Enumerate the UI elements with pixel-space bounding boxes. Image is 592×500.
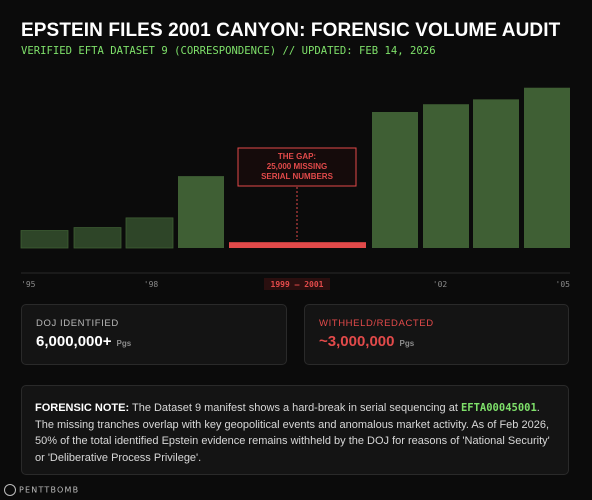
bar-7 xyxy=(473,99,519,248)
logo-mark-icon xyxy=(4,484,16,496)
gap-bar xyxy=(229,242,366,248)
forensic-note-text-1: The Dataset 9 manifest shows a hard-brea… xyxy=(129,402,461,414)
doj-identified-number: 6,000,000+ xyxy=(36,333,112,350)
doj-identified-unit: Pgs xyxy=(116,339,132,348)
bar-2 xyxy=(125,217,174,249)
forensic-note: FORENSIC NOTE: The Dataset 9 manifest sh… xyxy=(21,385,569,475)
bar-3 xyxy=(178,176,224,248)
bar-5 xyxy=(372,112,418,248)
brand-logo: PENTTBOMB xyxy=(4,484,79,496)
page-subtitle: VERIFIED EFTA DATASET 9 (CORRESPONDENCE)… xyxy=(21,45,436,57)
doj-identified-card: DOJ IDENTIFIED 6,000,000+ Pgs xyxy=(21,304,287,365)
withheld-label: WITHHELD/REDACTED xyxy=(319,318,434,329)
x-tick-label: '95 xyxy=(21,280,36,289)
forensic-note-heading: FORENSIC NOTE: xyxy=(35,402,130,414)
x-tick-label: 1999 – 2001 xyxy=(271,280,324,289)
withheld-card: WITHHELD/REDACTED ~3,000,000 Pgs xyxy=(304,304,569,365)
bar-8 xyxy=(524,87,570,248)
x-tick-label: '05 xyxy=(556,280,571,289)
x-tick-label: '02 xyxy=(433,280,448,289)
logo-text: PENTTBOMB xyxy=(19,485,80,495)
serial-code: EFTA00045001 xyxy=(460,402,537,414)
doj-identified-value: 6,000,000+ Pgs xyxy=(36,333,131,351)
bar-1 xyxy=(73,227,122,249)
gap-annotation-line-3: SERIAL NUMBERS xyxy=(261,172,334,181)
page-title: EPSTEIN FILES 2001 CANYON: FORENSIC VOLU… xyxy=(21,20,561,41)
doj-identified-label: DOJ IDENTIFIED xyxy=(36,318,119,329)
forensic-note-text-2: . The missing tranches overlap with key … xyxy=(35,402,550,464)
x-tick-label: '98 xyxy=(144,280,159,289)
withheld-unit: Pgs xyxy=(399,339,415,348)
withheld-number: ~3,000,000 xyxy=(319,333,395,350)
gap-annotation-line-2: 25,000 MISSING xyxy=(267,162,327,171)
gap-annotation-box xyxy=(237,147,357,187)
bar-0 xyxy=(20,230,69,249)
withheld-value: ~3,000,000 Pgs xyxy=(319,333,414,351)
gap-annotation-line-1: THE GAP: xyxy=(278,152,316,161)
gap-tick-bg xyxy=(264,278,330,290)
bar-6 xyxy=(423,104,469,248)
